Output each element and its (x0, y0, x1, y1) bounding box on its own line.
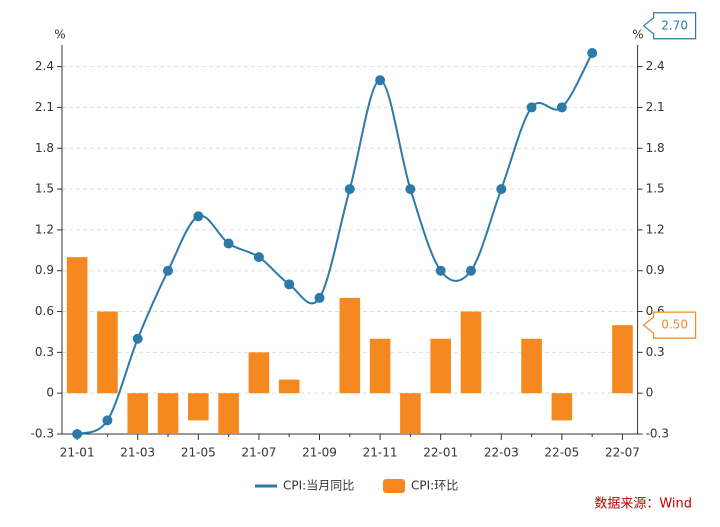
x-tick-label: 22-03 (484, 446, 519, 460)
point (163, 265, 174, 276)
bar (188, 393, 209, 421)
y2-tick-label: 0.3 (646, 345, 665, 359)
x-tick-label: 21-05 (181, 446, 216, 460)
x-tick-label: 21-01 (60, 446, 95, 460)
bar (218, 393, 239, 434)
y-tick-label: 2.1 (35, 100, 54, 114)
legend-label: CPI:环比 (411, 479, 458, 493)
y-tick-label: 0.9 (35, 263, 54, 277)
bar (551, 393, 573, 421)
y2-tick-label: 0.9 (646, 263, 665, 277)
y2-tick-label: 2.4 (646, 59, 665, 73)
legend-swatch (383, 479, 405, 493)
point (253, 252, 264, 263)
bar (400, 393, 421, 434)
y2-tick-label: 0 (646, 386, 654, 400)
y2-tick-label: 2.1 (646, 100, 665, 114)
y2-tick-label: 1.8 (646, 141, 665, 155)
point (344, 184, 355, 195)
x-tick-label: 21-09 (302, 446, 337, 460)
point (556, 102, 567, 113)
x-tick-label: 22-05 (544, 446, 579, 460)
x-tick-label: 22-07 (605, 446, 640, 460)
y-tick-label: 0 (46, 386, 54, 400)
annotation-box (642, 311, 697, 339)
point (496, 184, 507, 195)
y-tick-label: 0.6 (35, 304, 54, 318)
plot-area (66, 257, 633, 434)
line (76, 52, 594, 435)
bar (521, 338, 542, 394)
bar (66, 257, 88, 394)
y-tick-label: 0.3 (35, 345, 54, 359)
point (465, 265, 476, 276)
point (587, 48, 598, 58)
point (193, 211, 204, 222)
legend-label: CPI:当月同比 (283, 479, 354, 493)
point (435, 265, 446, 276)
point (375, 75, 386, 86)
bar (430, 338, 451, 394)
point (72, 429, 83, 439)
point (314, 292, 325, 303)
x-tick-label: 21-07 (241, 446, 276, 460)
bar (248, 352, 270, 394)
bar (278, 379, 300, 394)
y2-tick-label: -0.3 (646, 427, 669, 441)
bar (97, 311, 118, 394)
bar (157, 393, 179, 434)
y-axis-label: % (54, 28, 65, 42)
point (102, 415, 113, 426)
point (284, 279, 295, 290)
point (405, 184, 416, 195)
bar (612, 325, 633, 394)
y2-axis-label: % (632, 28, 643, 42)
bar (460, 311, 482, 394)
x-tick-label: 21-03 (120, 446, 155, 460)
point (223, 238, 234, 249)
annotation-text: 0.50 (661, 318, 688, 332)
bar (339, 297, 361, 394)
y-tick-label: 1.2 (35, 222, 54, 236)
y2-tick-label: 1.5 (646, 182, 665, 196)
y2-tick-label: 1.2 (646, 222, 665, 236)
point (132, 333, 143, 344)
source: 数据来源：Wind (594, 497, 692, 512)
x-tick-label: 21-11 (363, 446, 398, 460)
y-tick-label: 2.4 (35, 59, 54, 73)
point (526, 102, 537, 113)
y-tick-label: -0.3 (31, 427, 54, 441)
annotation-text: 2.70 (661, 18, 688, 32)
y-tick-label: 1.8 (35, 141, 54, 155)
y-tick-label: 1.5 (35, 182, 54, 196)
bar (369, 338, 391, 394)
annotation-box (642, 12, 697, 40)
bar (127, 393, 149, 434)
x-tick-label: 22-01 (423, 446, 458, 460)
